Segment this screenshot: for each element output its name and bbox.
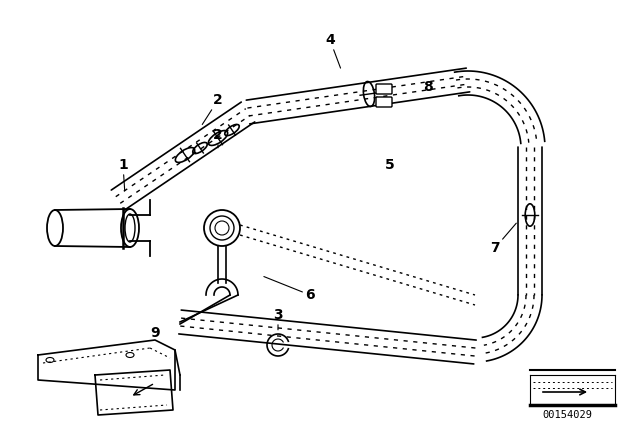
Text: 7: 7 bbox=[490, 223, 516, 255]
Text: 2: 2 bbox=[202, 93, 223, 125]
Text: 6: 6 bbox=[264, 276, 315, 302]
FancyBboxPatch shape bbox=[376, 84, 392, 94]
Text: 5: 5 bbox=[385, 158, 395, 172]
Text: 2: 2 bbox=[213, 128, 223, 148]
FancyBboxPatch shape bbox=[376, 97, 392, 107]
Text: 3: 3 bbox=[273, 308, 283, 330]
Text: 1: 1 bbox=[118, 158, 128, 191]
Text: 4: 4 bbox=[325, 33, 340, 68]
Text: 00154029: 00154029 bbox=[542, 410, 592, 420]
Text: 8: 8 bbox=[423, 80, 433, 94]
Text: 9: 9 bbox=[150, 326, 160, 340]
